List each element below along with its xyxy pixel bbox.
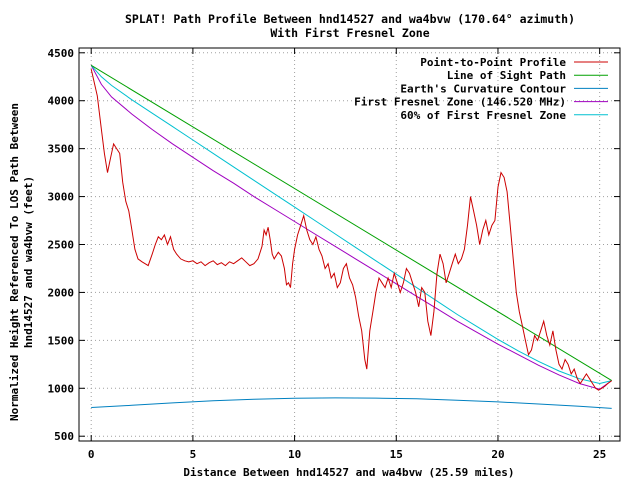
x-tick-label: 5 [190,448,197,461]
y-axis-label-line-2: hnd14527 and wa4bvw (feet) [22,176,35,348]
y-tick-label: 1500 [48,334,75,347]
series-line-2 [91,397,612,409]
legend-label: 60% of First Fresnel Zone [400,109,566,122]
x-tick-label: 25 [593,448,606,461]
y-tick-label: 3000 [48,191,75,204]
chart-subtitle: With First Fresnel Zone [270,26,429,40]
series-line-1 [90,64,612,382]
legend-label: Point-to-Point Profile [420,56,566,69]
plot-frame [78,47,621,442]
series-line-4 [90,64,612,385]
axis-ticks: 500 1000 1500 2000 2500 3000 3500 4000 4500 0 5 10 1… [48,47,620,461]
x-tick-label: 0 [88,448,95,461]
x-axis-label: Distance Between hnd14527 and wa4bvw (25… [183,466,514,479]
chart-title: SPLAT! Path Profile Between hnd14527 and… [125,12,575,26]
y-tick-label: 2500 [48,239,75,252]
y-tick-label: 3500 [48,143,75,156]
y-axis-label-line-1: Normalized Height Referenced To LOS Path… [8,103,21,421]
legend-label: First Fresnel Zone (146.520 MHz) [354,96,566,109]
y-tick-label: 2000 [48,286,75,299]
legend-label: Earth's Curvature Contour [400,82,566,95]
x-tick-label: 15 [390,448,403,461]
series-line-3 [90,65,612,390]
series-line-0 [90,68,612,391]
y-tick-label: 1000 [48,382,75,395]
y-tick-label: 500 [54,430,74,443]
y-tick-label: 4000 [48,95,75,108]
x-tick-label: 20 [491,448,504,461]
x-tick-label: 10 [288,448,301,461]
grid [79,48,620,441]
data-series [90,64,612,409]
legend-label: Line of Sight Path [447,69,566,82]
y-tick-label: 4500 [48,47,75,60]
